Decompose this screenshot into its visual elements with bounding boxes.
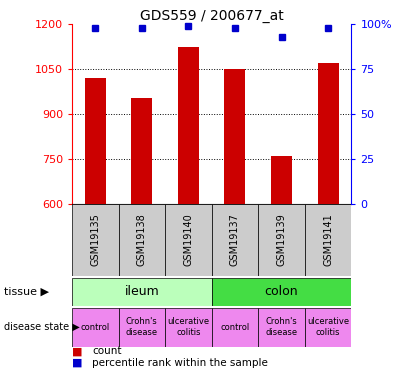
Text: GSM19137: GSM19137	[230, 214, 240, 266]
Bar	[72, 204, 118, 276]
Bar	[165, 308, 212, 347]
Bar	[212, 204, 258, 276]
Text: GSM19135: GSM19135	[90, 214, 100, 266]
Text: control: control	[220, 322, 249, 332]
Bar	[258, 204, 305, 276]
Bar	[212, 308, 258, 347]
Bar	[178, 47, 199, 204]
Text: control: control	[81, 322, 110, 332]
Text: ■: ■	[72, 357, 83, 368]
Bar	[212, 278, 351, 306]
Text: GSM19140: GSM19140	[183, 214, 193, 266]
Bar	[165, 204, 212, 276]
Bar	[305, 204, 351, 276]
Text: GSM19141: GSM19141	[323, 214, 333, 266]
Text: GSM19138: GSM19138	[137, 214, 147, 266]
Bar	[271, 156, 292, 204]
Bar	[318, 63, 339, 204]
Text: ulcerative
colitis: ulcerative colitis	[307, 318, 349, 337]
Text: ulcerative
colitis: ulcerative colitis	[167, 318, 210, 337]
Bar	[118, 308, 165, 347]
Bar	[305, 308, 351, 347]
Bar	[72, 308, 118, 347]
Text: GSM19139: GSM19139	[277, 214, 286, 266]
Text: Crohn's
disease: Crohn's disease	[126, 318, 158, 337]
Text: colon: colon	[265, 285, 298, 298]
Text: ■: ■	[72, 346, 83, 356]
Bar	[258, 308, 305, 347]
Title: GDS559 / 200677_at: GDS559 / 200677_at	[140, 9, 284, 23]
Text: ileum: ileum	[125, 285, 159, 298]
Bar	[72, 278, 212, 306]
Bar	[118, 204, 165, 276]
Text: tissue ▶: tissue ▶	[4, 286, 49, 297]
Bar	[224, 69, 245, 204]
Text: Crohn's
disease: Crohn's disease	[266, 318, 298, 337]
Text: count: count	[92, 346, 122, 356]
Bar	[131, 98, 152, 204]
Text: disease state ▶: disease state ▶	[4, 322, 80, 332]
Text: percentile rank within the sample: percentile rank within the sample	[92, 357, 268, 368]
Bar	[85, 78, 106, 204]
